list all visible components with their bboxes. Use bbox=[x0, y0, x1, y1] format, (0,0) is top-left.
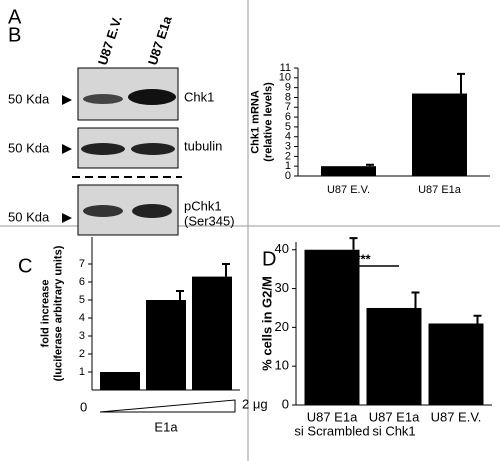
error-bar bbox=[411, 291, 420, 308]
marker-label: 50 Kda bbox=[8, 91, 50, 106]
y-tick-label: 40 bbox=[275, 241, 289, 256]
marker-label: 50 Kda bbox=[8, 209, 50, 224]
x-tick-label: si Chk1 bbox=[372, 423, 415, 438]
annotation: *** bbox=[355, 251, 371, 266]
y-tick-label: 4 bbox=[285, 131, 291, 143]
row-label: pChk1 bbox=[184, 198, 222, 213]
y-tick-label: 7 bbox=[285, 101, 291, 113]
band bbox=[81, 143, 125, 155]
dose-wedge bbox=[99, 399, 236, 413]
row-label: tubulin bbox=[184, 138, 222, 153]
x-tick-label: U87 E.V. bbox=[327, 184, 370, 196]
error-bar bbox=[176, 290, 184, 300]
y-tick-label: 0 bbox=[285, 170, 291, 182]
y-tick-label: 2 bbox=[79, 348, 85, 360]
band bbox=[128, 89, 176, 105]
panel-label: C bbox=[18, 255, 32, 277]
y-tick-label: 0 bbox=[282, 396, 289, 411]
y-axis-label: (luciferase arbitrary units) bbox=[52, 245, 64, 381]
y-tick-label: 10 bbox=[275, 358, 289, 373]
y-tick-label: 6 bbox=[285, 111, 291, 123]
y-tick-label: 9 bbox=[285, 82, 291, 94]
marker-arrow bbox=[62, 95, 72, 105]
panel-label: A bbox=[8, 6, 22, 28]
x-tick-label: U87 E1a bbox=[369, 409, 420, 424]
error-bar bbox=[457, 72, 465, 94]
y-tick-label: 5 bbox=[79, 294, 85, 306]
y-axis-label: fold increase bbox=[39, 280, 51, 348]
row-label: Chk1 bbox=[184, 89, 214, 104]
bar bbox=[321, 166, 376, 176]
y-tick-label: 6 bbox=[79, 276, 85, 288]
error-bar bbox=[473, 314, 482, 324]
bar bbox=[192, 276, 232, 390]
bar bbox=[100, 372, 140, 390]
marker-label: 50 Kda bbox=[8, 140, 50, 155]
marker-arrow bbox=[62, 213, 72, 223]
bar bbox=[428, 323, 484, 405]
bar bbox=[412, 93, 467, 176]
bar bbox=[366, 307, 422, 405]
error-bar bbox=[349, 237, 358, 250]
y-tick-label: 20 bbox=[275, 319, 289, 334]
x-tick-label: U87 E1a bbox=[307, 409, 358, 424]
band bbox=[83, 205, 123, 217]
bar bbox=[304, 249, 360, 405]
y-tick-label: 1 bbox=[79, 366, 85, 378]
y-tick-label: 4 bbox=[79, 312, 85, 324]
annotation: 2 μg bbox=[242, 396, 268, 411]
error-bar bbox=[366, 163, 374, 167]
lane-label: U87 E1a bbox=[145, 14, 175, 67]
y-axis-label: % cells in G2/M bbox=[259, 276, 274, 371]
x-tick-label: si Scrambled bbox=[294, 423, 369, 438]
annotation: E1a bbox=[154, 419, 178, 434]
y-tick-label: 7 bbox=[79, 258, 85, 270]
y-tick-label: 2 bbox=[285, 150, 291, 162]
lane-label: U87 E.V. bbox=[95, 14, 125, 67]
y-axis-label: (relative levels) bbox=[262, 82, 274, 162]
band bbox=[83, 94, 123, 104]
row-label: (Ser345) bbox=[184, 213, 235, 228]
panel-label: D bbox=[262, 248, 276, 270]
annotation: 0 bbox=[80, 399, 87, 414]
y-tick-label: 3 bbox=[285, 140, 291, 152]
x-tick-label: U87 E1a bbox=[418, 184, 462, 196]
y-tick-label: 8 bbox=[285, 91, 291, 103]
y-tick-label: 10 bbox=[279, 72, 291, 84]
error-bar bbox=[222, 263, 230, 277]
bar bbox=[146, 300, 186, 390]
y-tick-label: 1 bbox=[285, 160, 291, 172]
y-tick-label: 5 bbox=[285, 121, 291, 133]
y-tick-label: 3 bbox=[79, 330, 85, 342]
band bbox=[131, 143, 175, 155]
y-tick-label: 30 bbox=[275, 280, 289, 295]
marker-arrow bbox=[62, 144, 72, 154]
panel-label: B bbox=[8, 24, 21, 46]
y-tick-label: 11 bbox=[280, 62, 291, 74]
band bbox=[132, 204, 172, 218]
y-axis-label: Chk1 mRNA bbox=[249, 90, 261, 154]
x-tick-label: U87 E.V. bbox=[431, 409, 482, 424]
